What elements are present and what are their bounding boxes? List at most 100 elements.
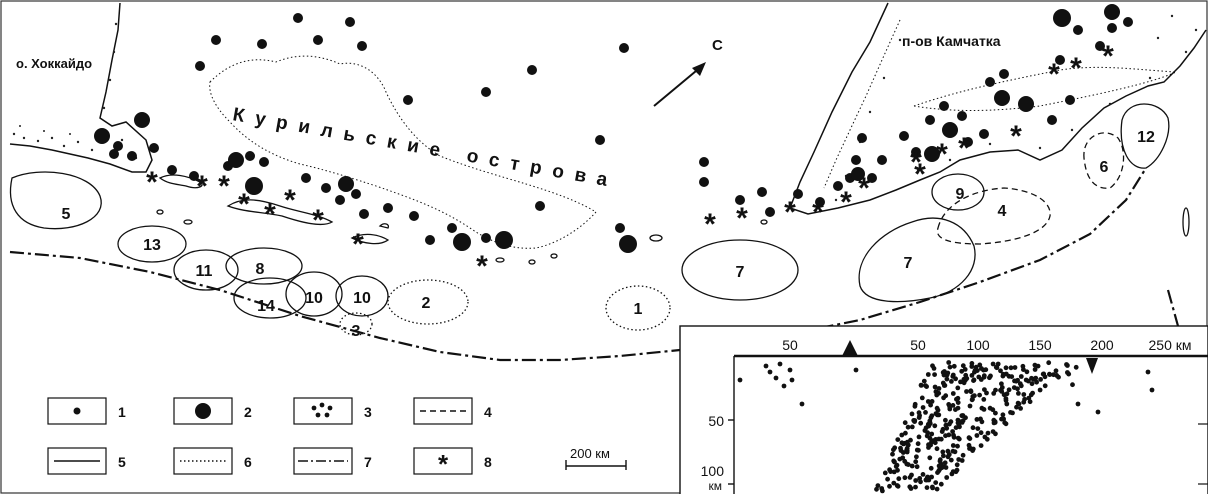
hypocenter-dot — [946, 432, 952, 438]
inset-xtick-1: 50 — [910, 337, 926, 353]
hypocenter-dot — [970, 425, 976, 431]
hypocenter-dot — [916, 415, 922, 420]
zone-label-12: 12 — [1137, 129, 1155, 146]
hypocenter-dot — [895, 467, 900, 473]
hypocenter-dot — [953, 425, 959, 430]
hypocenter-dot — [981, 407, 987, 412]
hypocenter-dot — [948, 457, 954, 463]
hypocenter-dot — [891, 480, 897, 486]
label-hokkaido: о. Хоккайдо — [16, 56, 92, 71]
hypocenter-dot — [950, 374, 956, 379]
hypocenter-dot — [1030, 390, 1035, 396]
hypocenter-dot — [1012, 365, 1018, 370]
svg-text:*: * — [1070, 52, 1082, 85]
inset-y-unit: км — [709, 479, 723, 493]
hypocenter-dot — [907, 484, 913, 490]
hypocenter-dot — [887, 467, 892, 473]
hypocenter-dot — [941, 453, 946, 459]
north-arrow: С — [653, 37, 723, 107]
hypocenter-dot — [924, 485, 930, 490]
hypocenter-dot — [982, 434, 988, 440]
zone-label-10b: 10 — [353, 290, 371, 307]
hypocenter-dot — [968, 389, 974, 395]
hypocenter-dot — [1009, 374, 1015, 379]
inset-ytick-1: 100 — [701, 463, 725, 479]
hypocenter-dot — [929, 431, 935, 437]
hypocenter-dot — [899, 432, 905, 438]
hypocenter-dot — [942, 369, 947, 374]
hypocenter-dot — [943, 417, 948, 423]
hypocenter-dot — [936, 463, 942, 469]
hypocenter-dot — [971, 378, 976, 383]
hypocenter-dot — [973, 364, 979, 370]
hypocenter-dot — [951, 363, 957, 369]
hypocenter-dot — [895, 437, 901, 442]
hypocenter-dot — [767, 369, 773, 375]
svg-text:*: * — [1102, 40, 1114, 73]
svg-text:*: * — [238, 188, 250, 221]
inset-xtick-0: 50 — [782, 337, 798, 353]
hypocenter-dot — [914, 464, 920, 470]
svg-text:*: * — [146, 166, 158, 199]
hypocenter-dot — [1022, 396, 1027, 402]
svg-text:*: * — [312, 204, 324, 237]
hypocenter-dot — [934, 486, 940, 492]
zone-6-outline — [9, 171, 102, 230]
hypocenter-dot — [978, 416, 983, 422]
hypocenter-dot — [885, 476, 890, 482]
hypocenter-dot — [969, 361, 975, 366]
hypocenter-dot — [916, 410, 922, 416]
zone-label-7a: 7 — [736, 264, 745, 281]
hypocenter-dot — [932, 423, 938, 429]
hypocenter-dot — [1042, 374, 1048, 380]
hypocenter-dot — [944, 376, 950, 382]
hypocenter-dot — [905, 462, 911, 467]
small-dot-icon — [73, 407, 81, 415]
svg-text:*: * — [196, 170, 208, 203]
svg-text:*: * — [914, 158, 926, 191]
hypocenter-dot — [946, 402, 952, 407]
hypocenter-dot — [942, 383, 948, 388]
hypocenter-dot — [935, 407, 941, 413]
hypocenter-dot — [1020, 363, 1026, 369]
hypocenter-dot — [945, 454, 951, 460]
hypocenter-dot — [918, 479, 923, 485]
coastline-kamchatka — [789, 2, 1207, 215]
zone-labels: 5 13 11 8 14 10 10 3 2 1 7 7 9 4 6 12 — [62, 129, 1155, 340]
asterisk-icon: * — [438, 449, 449, 479]
hypocenter-dot — [1004, 401, 1010, 407]
hypocenter-dot — [1037, 387, 1043, 393]
inset-ytick-0: 50 — [708, 413, 724, 429]
hypocenter-dot — [902, 420, 908, 426]
hypocenter-dot — [955, 385, 961, 391]
hypocenter-dot — [1035, 363, 1041, 369]
hypocenter-dot — [990, 429, 996, 434]
hypocenter-dot — [962, 367, 968, 372]
hypocenter-dot — [949, 379, 954, 384]
scale-bar: 200 км — [565, 446, 627, 470]
hypocenter-dot — [928, 442, 933, 448]
hypocenter-dot — [900, 450, 906, 455]
hypocenter-dot — [978, 430, 984, 436]
north-arrow-label: С — [712, 37, 723, 54]
svg-text:*: * — [352, 228, 364, 261]
hypocenter-dot — [909, 472, 914, 478]
hypocenter-dot — [953, 407, 958, 412]
hypocenter-dot — [954, 467, 960, 473]
legend-label-1: 1 — [118, 404, 126, 420]
hypocenter-dot — [1034, 379, 1039, 385]
hypocenter-dot — [938, 481, 944, 487]
hypocenter-dot — [1003, 421, 1009, 427]
hypocenter-dot — [1016, 401, 1022, 407]
large-dot-icon — [195, 403, 211, 419]
svg-text:*: * — [476, 250, 488, 283]
hypocenter-dot — [912, 418, 918, 423]
zone-label-10a: 10 — [305, 290, 323, 307]
zone-7b-outline — [858, 217, 976, 303]
hypocenter-dot — [914, 454, 919, 460]
hypocenter-dot — [977, 392, 982, 398]
hypocenter-dot — [947, 421, 952, 427]
hypocenter-dot — [935, 412, 940, 418]
